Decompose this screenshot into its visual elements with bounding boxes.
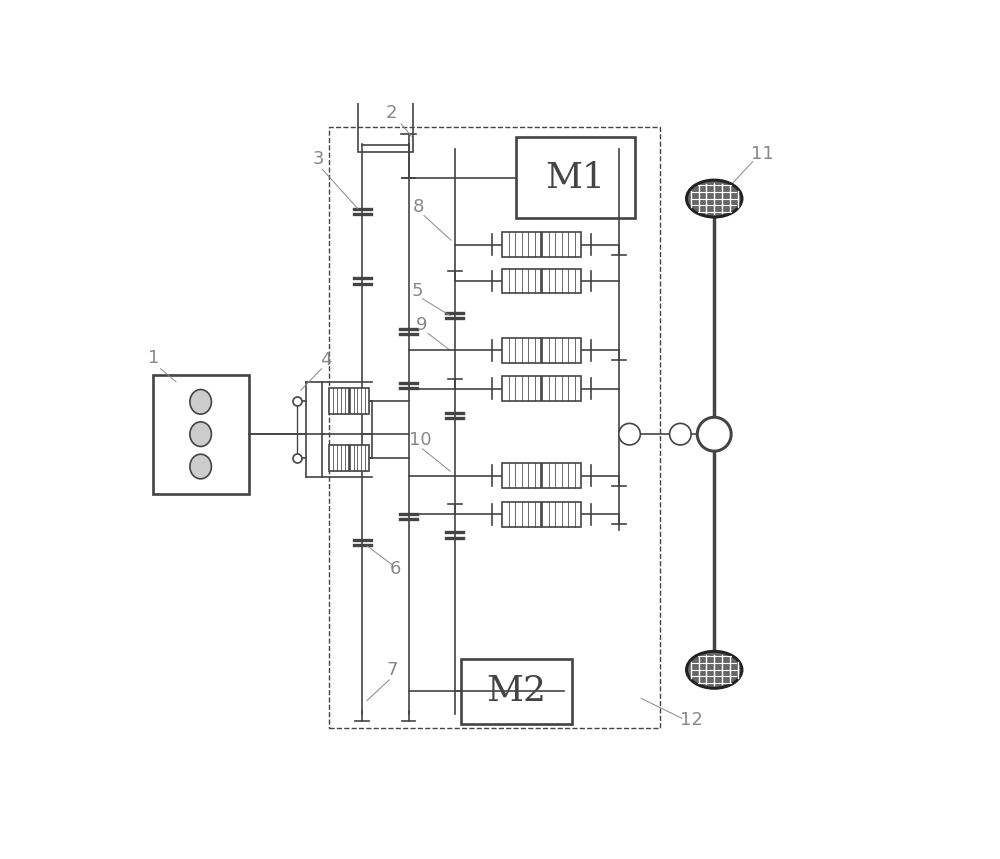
Bar xyxy=(542,464,581,488)
Text: 8: 8 xyxy=(412,198,424,216)
Bar xyxy=(329,388,349,414)
Ellipse shape xyxy=(687,651,742,688)
Text: 6: 6 xyxy=(390,559,401,577)
Bar xyxy=(350,445,369,471)
Ellipse shape xyxy=(190,389,211,414)
Bar xyxy=(502,233,541,257)
Ellipse shape xyxy=(190,454,211,478)
Bar xyxy=(542,269,581,293)
Bar xyxy=(542,233,581,257)
Text: M1: M1 xyxy=(546,161,606,195)
Bar xyxy=(358,101,413,151)
Bar xyxy=(542,338,581,362)
Bar xyxy=(502,502,541,527)
Ellipse shape xyxy=(619,423,640,445)
Ellipse shape xyxy=(190,422,211,447)
Bar xyxy=(153,375,249,494)
Text: 3: 3 xyxy=(312,150,324,168)
Text: 11: 11 xyxy=(751,144,774,162)
Ellipse shape xyxy=(670,423,691,445)
Bar xyxy=(542,376,581,401)
Ellipse shape xyxy=(687,180,742,217)
Ellipse shape xyxy=(697,417,731,451)
Bar xyxy=(542,502,581,527)
Bar xyxy=(329,445,349,471)
Bar xyxy=(502,464,541,488)
Bar xyxy=(502,376,541,401)
Bar xyxy=(502,338,541,362)
Text: M2: M2 xyxy=(486,674,546,709)
Bar xyxy=(516,137,635,218)
Bar xyxy=(502,269,541,293)
Text: 1: 1 xyxy=(148,350,160,368)
Bar xyxy=(461,659,572,724)
Text: 7: 7 xyxy=(387,661,398,679)
Text: 2: 2 xyxy=(385,104,397,122)
Text: 5: 5 xyxy=(412,282,423,300)
Text: 10: 10 xyxy=(409,431,431,449)
Bar xyxy=(350,388,369,414)
Text: 9: 9 xyxy=(416,316,428,334)
Text: 12: 12 xyxy=(680,711,703,729)
Text: 4: 4 xyxy=(320,350,332,369)
Bar xyxy=(329,127,660,728)
